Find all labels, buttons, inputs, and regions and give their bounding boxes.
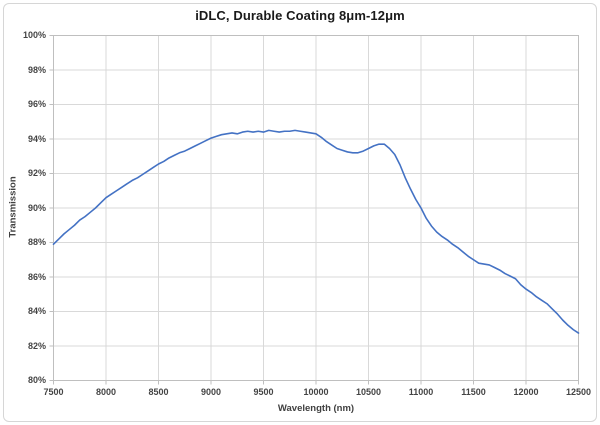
- y-tick-label: 84%: [27, 306, 46, 316]
- x-tick-label: 11000: [408, 387, 434, 397]
- y-tick-label: 98%: [27, 64, 46, 75]
- y-tick-label: 90%: [27, 202, 46, 213]
- x-tick-label: 11500: [461, 387, 486, 397]
- x-axis-title: Wavelength (nm): [277, 403, 355, 414]
- y-tick-label: 80%: [27, 375, 46, 385]
- y-tick-label: 94%: [27, 133, 46, 144]
- y-tick-label: 82%: [27, 340, 46, 351]
- y-axis-title: Transmission: [7, 176, 19, 238]
- y-tick-label: 96%: [27, 99, 46, 109]
- x-tick-label: 12000: [513, 387, 539, 397]
- x-tick-label: 10500: [355, 387, 382, 397]
- chart-title: iDLC, Durable Coating 8μm-12μm: [195, 8, 405, 23]
- x-tick-label: 9000: [200, 387, 222, 397]
- transmission-series-line: [52, 129, 580, 334]
- x-tick-label: 7500: [43, 387, 64, 397]
- y-tick-label: 86%: [27, 271, 46, 282]
- x-tick-label: 12500: [565, 387, 592, 397]
- y-tick-label: 92%: [27, 168, 46, 178]
- x-tick-label: 10000: [303, 387, 329, 397]
- y-tick-label: 100%: [22, 30, 46, 40]
- x-tick-label: 9500: [253, 387, 274, 397]
- y-tick-label: 88%: [27, 237, 46, 247]
- x-tick-label: 8000: [95, 387, 117, 397]
- x-tick-label: 8500: [148, 387, 169, 397]
